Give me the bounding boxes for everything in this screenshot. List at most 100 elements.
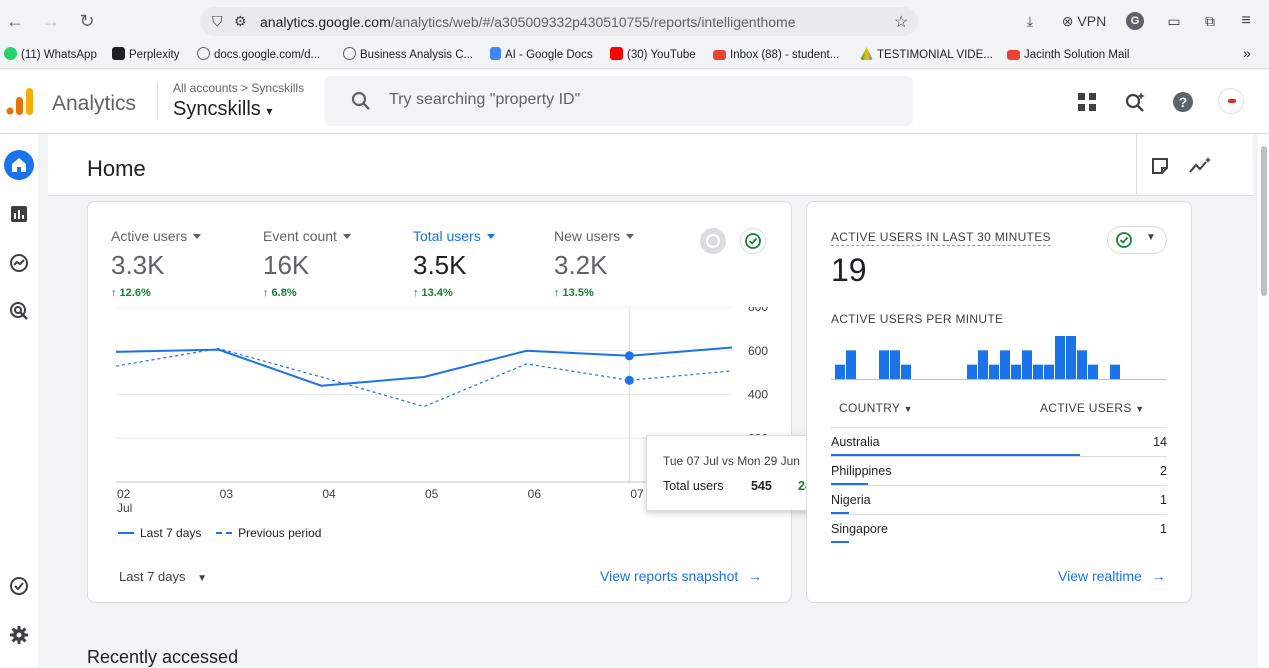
per-minute-bar: [835, 364, 845, 379]
caret-down-icon: ▾: [266, 104, 273, 118]
active-users-column-header[interactable]: ACTIVE USERS ▼: [1040, 401, 1145, 415]
table-row[interactable]: Nigeria 1: [831, 485, 1167, 514]
per-minute-bar: [1011, 364, 1021, 379]
notes-icon[interactable]: [1150, 156, 1170, 176]
site-settings-icon[interactable]: ⚙: [234, 13, 247, 29]
metric-event-count[interactable]: Event count 16K ↑ 6.8%: [263, 228, 393, 299]
gmail-icon: [1007, 50, 1020, 60]
bookmark-testimonial[interactable]: TESTIMONIAL VIDE...: [860, 47, 993, 63]
tooltip-metric: Total users: [663, 479, 724, 493]
extensions-icon[interactable]: ⧉: [1205, 13, 1215, 29]
per-minute-bar: [1044, 364, 1054, 379]
bookmark-docs[interactable]: docs.google.com/d...: [197, 47, 320, 63]
y-tick-label: 400: [748, 388, 768, 402]
search-insights-icon[interactable]: [1123, 90, 1147, 114]
table-row[interactable]: Philippines 2: [831, 456, 1167, 485]
line-chart[interactable]: 800600400200020304050607Jul: [115, 300, 776, 517]
country-users: 1: [1160, 493, 1167, 507]
search-input[interactable]: Try searching "property ID": [325, 76, 913, 126]
forward-icon[interactable]: →: [42, 11, 60, 31]
globe-icon: [343, 47, 356, 60]
bar-chart-icon: [11, 206, 27, 222]
profile-avatar[interactable]: G: [1126, 12, 1144, 30]
cast-icon[interactable]: ▭: [1167, 13, 1181, 29]
country-name: Nigeria: [831, 493, 871, 507]
page-header: Home: [48, 134, 1253, 196]
nav-explore[interactable]: [4, 248, 34, 278]
bookmark-whatsapp[interactable]: (11) WhatsApp: [4, 47, 97, 63]
insights-badge[interactable]: [700, 228, 726, 254]
metric-new-users[interactable]: New users 3.2K ↑ 13.5%: [554, 228, 684, 299]
x-tick-label: 04: [322, 487, 336, 501]
medal-icon: [706, 234, 720, 248]
nav-advertising[interactable]: [4, 296, 34, 326]
view-realtime-link[interactable]: View realtime →: [1058, 568, 1166, 584]
menu-icon[interactable]: ≡: [1241, 12, 1251, 29]
country-column-header[interactable]: COUNTRY ▼: [839, 401, 913, 415]
url-text[interactable]: analytics.google.com/analytics/web/#/a30…: [260, 14, 796, 30]
apps-grid-icon[interactable]: [1075, 90, 1099, 114]
whatsapp-icon: [4, 47, 17, 60]
back-icon[interactable]: ←: [6, 11, 24, 31]
recently-accessed-heading: Recently accessed: [87, 647, 239, 667]
page-scrollbar[interactable]: [1258, 134, 1269, 667]
nav-reports[interactable]: [4, 199, 34, 229]
metric-value: 3.3K: [111, 250, 165, 280]
per-minute-bar-chart[interactable]: [831, 332, 1167, 380]
bookmark-perplexity[interactable]: Perplexity: [112, 47, 180, 63]
bookmark-jacinth-mail[interactable]: Jacinth Solution Mail: [1007, 47, 1129, 63]
data-quality-badge[interactable]: [740, 228, 766, 254]
country-name: Philippines: [831, 464, 892, 478]
tooltip-date: Tue 07 Jul vs Mon 29 Jun: [663, 454, 800, 468]
per-minute-bar: [1077, 350, 1087, 379]
brand-logo-icon: [1228, 99, 1236, 103]
account-avatar[interactable]: [1218, 88, 1244, 114]
insights-icon[interactable]: [1188, 156, 1212, 176]
x-tick-label: 03: [220, 487, 234, 501]
nav-admin[interactable]: [4, 620, 34, 650]
browser-toolbar: ← → ↻ ⛉ ⚙ analytics.google.com/analytics…: [0, 0, 1269, 42]
app-header: Analytics All accounts > Syncskills Sync…: [0, 70, 1269, 134]
per-minute-bar: [1066, 336, 1076, 379]
account-breadcrumb[interactable]: All accounts > Syncskills: [173, 81, 305, 95]
gear-icon: [10, 626, 28, 644]
per-minute-bar: [890, 350, 900, 379]
table-row[interactable]: Singapore 1: [831, 514, 1167, 543]
vpn-icon: ⊗: [1061, 13, 1074, 29]
help-icon[interactable]: ?: [1171, 90, 1195, 114]
bookmark-youtube[interactable]: (30) YouTube: [610, 47, 696, 63]
per-minute-label: ACTIVE USERS PER MINUTE: [831, 312, 1004, 326]
overview-card: Active users 3.3K ↑ 12.6% Event count 16…: [87, 201, 792, 603]
header-divider: [1136, 134, 1137, 196]
chart-svg: 800600400200020304050607Jul: [115, 300, 768, 515]
arrow-right-icon: →: [1151, 568, 1166, 584]
tooltip-value: 545: [751, 479, 772, 493]
share-bar: [831, 541, 849, 543]
x-tick-label: 07: [630, 487, 644, 501]
more-bookmarks-icon[interactable]: »: [1243, 45, 1251, 61]
bookmark-ai-docs[interactable]: AI - Google Docs: [490, 47, 593, 63]
bookmark-business-analysis[interactable]: Business Analysis C...: [343, 47, 473, 63]
vpn-button[interactable]: ⊗ VPN: [1061, 13, 1107, 29]
metric-label: New users: [554, 228, 684, 244]
share-bar: [831, 512, 849, 514]
metric-label: Event count: [263, 228, 393, 244]
bookmark-inbox[interactable]: Inbox (88) - student...: [713, 47, 839, 63]
date-range-select[interactable]: Last 7 days ▼: [119, 569, 208, 584]
metric-total-users[interactable]: Total users 3.5K ↑ 13.4%: [413, 228, 543, 299]
property-selector[interactable]: Syncskills ▾: [173, 98, 273, 120]
metric-active-users[interactable]: Active users 3.3K ↑ 12.6%: [111, 228, 241, 299]
view-reports-snapshot-link[interactable]: View reports snapshot →: [600, 568, 763, 584]
bookmarks-bar: (11) WhatsApp Perplexity docs.google.com…: [0, 42, 1269, 69]
scrollbar-thumb[interactable]: [1261, 146, 1267, 296]
address-bar[interactable]: ⛉ ⚙ analytics.google.com/analytics/web/#…: [200, 7, 918, 36]
download-icon[interactable]: ⤓: [1026, 13, 1034, 29]
country-name: Singapore: [831, 522, 888, 536]
star-icon[interactable]: ☆: [894, 14, 909, 31]
realtime-status-select[interactable]: ▼: [1107, 226, 1167, 254]
analytics-logo[interactable]: [6, 86, 34, 116]
reload-icon[interactable]: ↻: [79, 11, 95, 31]
nav-configure[interactable]: [4, 571, 34, 601]
nav-home[interactable]: [4, 150, 34, 180]
table-row[interactable]: Australia 14: [831, 427, 1167, 456]
